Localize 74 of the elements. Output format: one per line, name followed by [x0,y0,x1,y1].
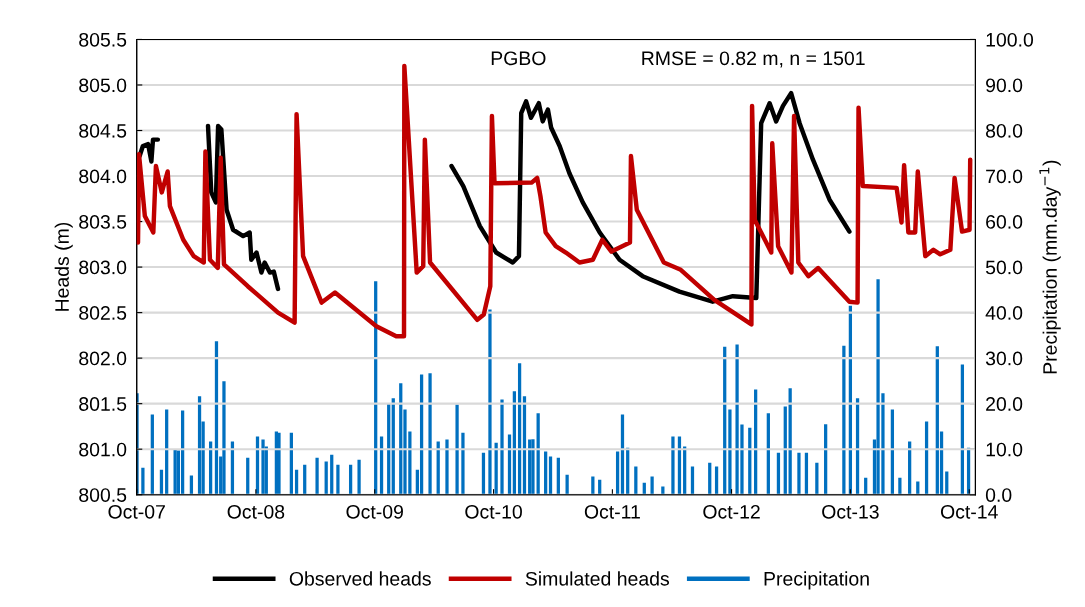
bar [261,439,265,495]
y2-tick-label: 0.0 [985,488,1012,502]
y-tick-label: 801.5 [79,397,127,411]
bar [783,406,787,495]
bar [173,449,177,495]
x-tick-label: Oct-07 [108,504,165,519]
bar [945,471,949,495]
y2-tick-label: 10.0 [986,442,1023,457]
bar [548,456,553,495]
y2-tick-label: 60.0 [986,215,1023,229]
bar [455,404,459,495]
y2-axis-title: Precipitation (mm.day$^{−1}$) [1039,160,1061,374]
bar [615,451,620,495]
bar [461,432,465,495]
bar [330,454,334,495]
x-tick-label: Oct-08 [227,504,285,519]
bar [804,452,809,495]
bar [488,309,492,495]
bar [500,399,504,495]
y2-tick-label: 50.0 [985,260,1023,275]
y-axis-title: Heads (m) [54,222,73,311]
y2-tick-label: 40.0 [985,306,1023,320]
bar [141,467,145,495]
y2-tick-label: 80.0 [985,123,1023,138]
bar [445,439,449,495]
y2-tick-label: 20.0 [986,397,1023,411]
y2-tick-label: 30.0 [985,351,1023,366]
legend-label: Precipitation [764,571,869,590]
bar [634,466,638,495]
bar [714,466,719,495]
legend-label: Simulated heads [525,571,670,586]
bar [481,452,486,495]
y-tick-label: 803.0 [79,260,127,275]
bar [776,452,781,495]
y2-tick-label: 70.0 [986,169,1023,184]
x-tick-label: Oct-12 [703,504,760,519]
bar [671,436,675,495]
y-tick-label: 801.0 [79,442,127,457]
x-tick-label: Oct-14 [940,504,998,519]
y-tick-label: 802.5 [79,306,127,320]
y-tick-label: 803.5 [79,215,127,229]
bar [222,381,226,495]
bar [246,457,250,495]
annotation: PGBO [491,51,546,66]
y2-tick-label: 100.0 [986,32,1034,47]
annotation: RMSE = 0.82 m, n = 1501 [642,51,865,68]
bar [324,461,328,495]
bar [591,476,595,495]
bar [136,393,139,495]
bar [842,345,846,495]
y-tick-label: 805.5 [79,32,127,47]
y-tick-label: 800.5 [79,488,127,502]
y-tick-label: 804.0 [79,169,127,184]
bar [690,466,695,495]
y-tick-label: 802.0 [79,351,127,366]
bar [797,452,801,495]
bar [544,451,548,495]
x-tick-label: Oct-10 [465,504,522,519]
bar [556,457,560,495]
bar [357,459,361,495]
bar [650,476,654,495]
bar [898,477,902,495]
y2-tick-label: 90.0 [986,78,1023,93]
x-tick-label: Oct-13 [822,504,879,519]
y-tick-label: 804.5 [79,123,127,138]
x-tick-label: Oct-11 [584,504,640,519]
legend-label: Observed heads [289,571,431,586]
bar [315,457,319,495]
bar [336,464,340,495]
x-tick-label: Oct-09 [346,504,403,519]
bar [728,409,732,495]
y-tick-label: 805.0 [79,78,127,93]
bar [180,410,185,495]
bar [428,373,432,495]
